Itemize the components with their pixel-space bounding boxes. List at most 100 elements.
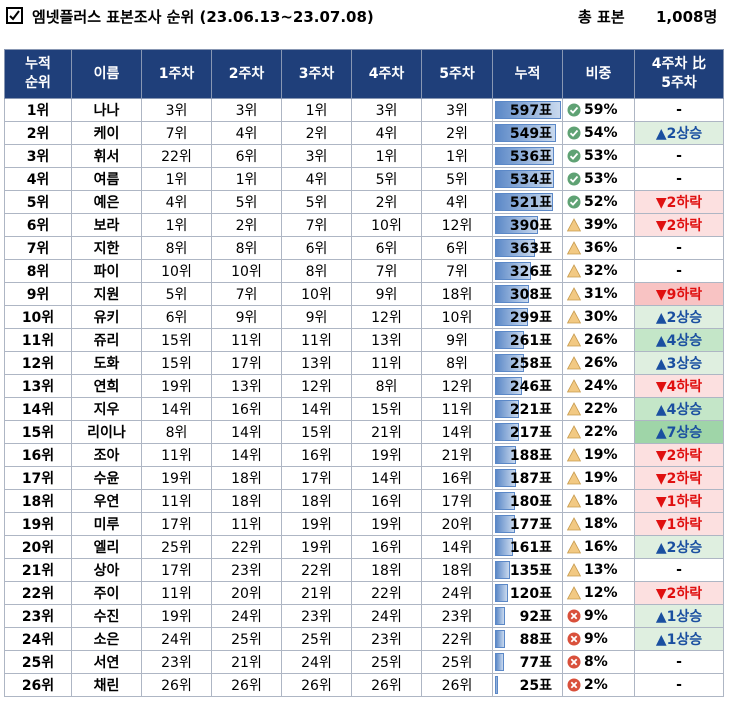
week-rank-cell: 8위 [281, 259, 352, 283]
week-rank-cell: 17위 [141, 512, 212, 536]
cumulative-votes-text: 308표 [509, 287, 552, 303]
share-cell: 22% [562, 397, 635, 421]
cumulative-votes-cell: 390표 [492, 213, 563, 237]
table-row: 25위 서연 23위 21위 24위 25위 25위 77표 8% - [4, 650, 724, 674]
week-rank-cell: 19위 [281, 512, 352, 536]
cumulative-votes-cell: 135표 [492, 558, 563, 582]
header-share: 비중 [562, 49, 635, 99]
cumulative-votes-cell: 217표 [492, 420, 563, 444]
rank-cell: 2위 [4, 121, 72, 145]
votes-bar [495, 354, 524, 372]
table-row: 4위 여름 1위 1위 4위 5위 5위 534표 53% - [4, 167, 724, 191]
change-cell: - [634, 98, 724, 122]
week-rank-cell: 15위 [351, 397, 422, 421]
cumulative-votes-text: 180표 [509, 494, 552, 510]
name-cell: 채린 [71, 673, 142, 697]
cumulative-votes-text: 549표 [509, 126, 552, 142]
cumulative-votes-text: 597표 [509, 103, 552, 119]
week-rank-cell: 23위 [281, 604, 352, 628]
week-rank-cell: 3위 [211, 98, 282, 122]
ranking-table: 누적 순위 이름 1주차 2주차 3주차 4주차 5주차 누적 비중 4주차 比 5주차 1위 나나… [4, 49, 724, 697]
share-cell: 13% [562, 558, 635, 582]
warning-triangle-icon [567, 425, 581, 439]
share-text: 32% [584, 263, 618, 279]
votes-bar [495, 147, 554, 165]
share-text: 53% [584, 148, 618, 164]
week-rank-cell: 5위 [421, 167, 493, 191]
week-rank-cell: 11위 [141, 581, 212, 605]
week-rank-cell: 23위 [141, 650, 212, 674]
week-rank-cell: 1위 [421, 144, 493, 168]
week-rank-cell: 24위 [351, 604, 422, 628]
week-rank-cell: 4위 [351, 121, 422, 145]
week-rank-cell: 2위 [281, 121, 352, 145]
week-rank-cell: 22위 [281, 558, 352, 582]
week-rank-cell: 12위 [421, 213, 493, 237]
share-text: 2% [584, 677, 608, 693]
share-text: 13% [584, 562, 618, 578]
week-rank-cell: 11위 [141, 443, 212, 467]
week-rank-cell: 18위 [211, 466, 282, 490]
change-cell: ▲4상승 [634, 328, 724, 352]
warning-triangle-icon [567, 264, 581, 278]
cumulative-votes-cell: 549표 [492, 121, 563, 145]
share-text: 26% [584, 355, 618, 371]
votes-bar [495, 653, 504, 671]
cumulative-votes-cell: 25표 [492, 673, 563, 697]
week-rank-cell: 11위 [351, 351, 422, 375]
cumulative-votes-text: 534표 [509, 172, 552, 188]
rank-cell: 19위 [4, 512, 72, 536]
cumulative-votes-text: 246표 [509, 379, 552, 395]
rank-cell: 8위 [4, 259, 72, 283]
name-cell: 휘서 [71, 144, 142, 168]
title-bar: 엠넷플러스 표본조사 순위 (23.06.13~23.07.08) 총 표본 1… [0, 0, 741, 36]
week-rank-cell: 7위 [351, 259, 422, 283]
change-cell: - [634, 144, 724, 168]
week-rank-cell: 11위 [211, 512, 282, 536]
cumulative-votes-text: 92표 [519, 609, 552, 625]
week-rank-cell: 7위 [281, 213, 352, 237]
warning-triangle-icon [567, 494, 581, 508]
week-rank-cell: 25위 [281, 627, 352, 651]
share-text: 31% [584, 286, 618, 302]
week-rank-cell: 26위 [421, 673, 493, 697]
week-rank-cell: 11위 [281, 328, 352, 352]
share-text: 19% [584, 470, 618, 486]
week-rank-cell: 5위 [141, 282, 212, 306]
share-text: 24% [584, 378, 618, 394]
share-text: 8% [584, 654, 608, 670]
week-rank-cell: 3위 [141, 98, 212, 122]
change-cell: ▼4하락 [634, 374, 724, 398]
week-rank-cell: 14위 [141, 397, 212, 421]
votes-bar [495, 446, 516, 464]
share-text: 30% [584, 309, 618, 325]
week-rank-cell: 4위 [141, 190, 212, 214]
week-rank-cell: 21위 [281, 581, 352, 605]
name-cell: 서연 [71, 650, 142, 674]
warning-triangle-icon [567, 563, 581, 577]
table-row: 13위 연희 19위 13위 12위 8위 12위 246표 24% ▼4하락 [4, 374, 724, 398]
name-cell: 우연 [71, 489, 142, 513]
table-row: 3위 휘서 22위 6위 3위 1위 1위 536표 53% - [4, 144, 724, 168]
change-cell: ▲3상승 [634, 351, 724, 375]
week-rank-cell: 18위 [351, 558, 422, 582]
cumulative-votes-text: 363표 [509, 241, 552, 257]
change-cell: ▼2하락 [634, 466, 724, 490]
votes-bar [495, 170, 554, 188]
week-rank-cell: 3위 [421, 98, 493, 122]
header-week1: 1주차 [141, 49, 212, 99]
cumulative-votes-cell: 77표 [492, 650, 563, 674]
checkbox-icon[interactable] [6, 7, 23, 24]
cumulative-votes-text: 299표 [509, 310, 552, 326]
change-cell: - [634, 558, 724, 582]
cross-circle-icon [567, 632, 581, 646]
change-cell: - [634, 236, 724, 260]
rank-cell: 14위 [4, 397, 72, 421]
week-rank-cell: 12위 [281, 374, 352, 398]
week-rank-cell: 23위 [351, 627, 422, 651]
header-week5: 5주차 [421, 49, 493, 99]
change-cell: ▼1하락 [634, 512, 724, 536]
share-cell: 8% [562, 650, 635, 674]
rank-cell: 26위 [4, 673, 72, 697]
week-rank-cell: 6위 [281, 236, 352, 260]
